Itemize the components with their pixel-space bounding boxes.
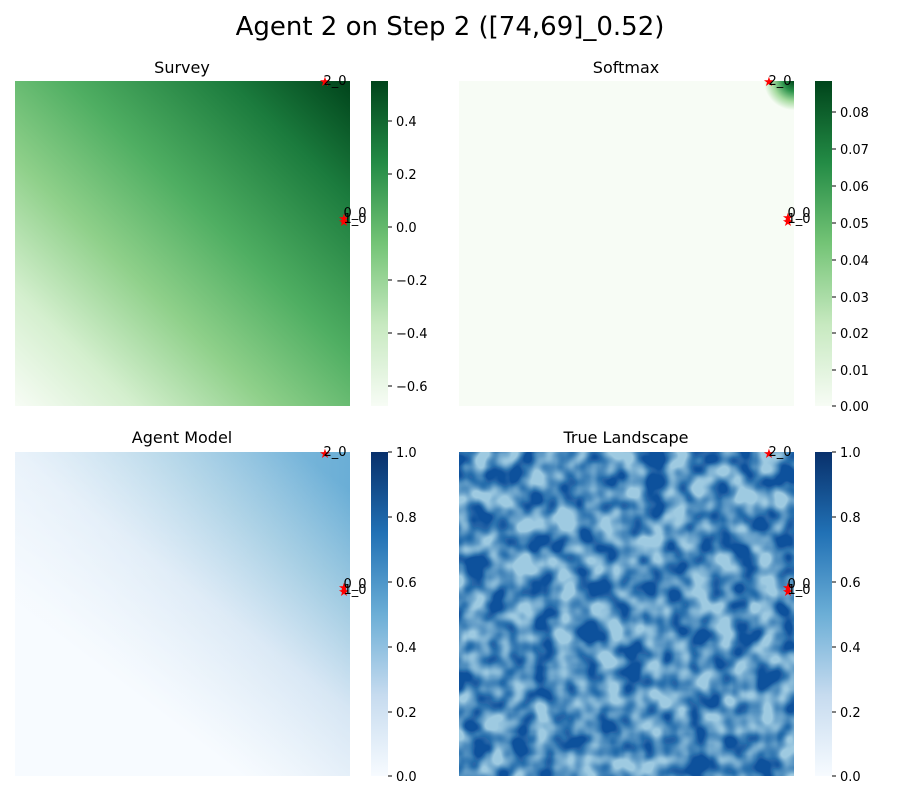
marker-label-1_0: 1_0 bbox=[343, 212, 366, 227]
tick-label: 0.00 bbox=[840, 400, 869, 415]
panel-title-survey: Survey bbox=[154, 58, 210, 77]
heatmap-softmax-hotspot bbox=[459, 81, 794, 406]
panel-true-landscape: True Landscape ★ 2_0 ★ 0_0 ★ 1_0 1.0 0.8… bbox=[459, 428, 861, 785]
tick-label: −0.6 bbox=[396, 380, 428, 395]
svg-text:★: ★ bbox=[763, 447, 775, 462]
tick-label: 0.0 bbox=[396, 770, 417, 785]
marker-2_0: ★ 2_0 bbox=[763, 445, 791, 462]
panel-softmax: Softmax ★ 2_0 ★ 0_0 ★ 1_0 0.08 0.07 0.06… bbox=[459, 58, 869, 415]
marker-1_0: ★ 1_0 bbox=[782, 583, 810, 600]
marker-label-0_0: 0_0 bbox=[343, 206, 366, 221]
marker-label-0_0: 0_0 bbox=[787, 206, 810, 221]
marker-1_0: ★ 1_0 bbox=[338, 583, 366, 600]
tick-label: 0.05 bbox=[840, 217, 869, 232]
colorbar-agent-model bbox=[371, 452, 388, 776]
svg-text:★: ★ bbox=[782, 585, 794, 600]
svg-text:★: ★ bbox=[338, 581, 350, 596]
heatmap-true-landscape bbox=[459, 452, 794, 776]
tick-label: 0.07 bbox=[840, 143, 869, 158]
tick-label: 0.0 bbox=[396, 221, 417, 236]
svg-text:★: ★ bbox=[338, 215, 350, 230]
svg-text:★: ★ bbox=[782, 211, 794, 226]
panel-survey: Survey ★ 2_0 ★ 0_0 ★ 1_0 0.4 0.2 0.0 −0.… bbox=[15, 58, 428, 406]
colorbar-ticks-survey: 0.4 0.2 0.0 −0.2 −0.4 −0.6 bbox=[388, 115, 428, 395]
svg-text:★: ★ bbox=[763, 75, 775, 90]
tick-label: −0.4 bbox=[396, 327, 428, 342]
tick-label: 0.04 bbox=[840, 254, 869, 269]
figure-title: Agent 2 on Step 2 ([74,69]_0.52) bbox=[235, 12, 665, 42]
panel-title-true-landscape: True Landscape bbox=[562, 428, 688, 447]
tick-label: 0.01 bbox=[840, 364, 869, 379]
tick-label: 1.0 bbox=[840, 446, 861, 461]
colorbar-ticks-agent-model: 1.0 0.8 0.6 0.4 0.2 0.0 bbox=[388, 446, 417, 785]
tick-label: 0.8 bbox=[396, 511, 417, 526]
svg-text:★: ★ bbox=[338, 585, 350, 600]
svg-text:★: ★ bbox=[319, 447, 331, 462]
svg-text:★: ★ bbox=[338, 212, 350, 227]
tick-label: 0.2 bbox=[396, 168, 417, 183]
colorbar-true-landscape bbox=[815, 452, 832, 776]
tick-label: 0.4 bbox=[396, 641, 417, 656]
panel-agent-model: Agent Model ★ 2_0 ★ 0_0 ★ 1_0 1.0 0.8 0.… bbox=[15, 428, 417, 785]
tick-label: 0.02 bbox=[840, 327, 869, 342]
tick-label: 0.08 bbox=[840, 106, 869, 121]
svg-text:★: ★ bbox=[319, 75, 331, 90]
colorbar-ticks-true-landscape: 1.0 0.8 0.6 0.4 0.2 0.0 bbox=[832, 446, 861, 785]
marker-label-2_0: 2_0 bbox=[768, 74, 791, 89]
marker-label-1_0: 1_0 bbox=[343, 583, 366, 598]
marker-2_0: ★ 2_0 bbox=[319, 74, 346, 90]
marker-0_0: ★ 0_0 bbox=[782, 577, 810, 596]
tick-label: 0.6 bbox=[396, 576, 417, 591]
tick-label: 0.03 bbox=[840, 291, 869, 306]
colorbar-softmax bbox=[815, 81, 832, 406]
tick-label: 0.06 bbox=[840, 180, 869, 195]
marker-label-1_0: 1_0 bbox=[787, 212, 810, 227]
svg-text:★: ★ bbox=[782, 581, 794, 596]
marker-0_0: ★ 0_0 bbox=[782, 206, 810, 226]
panel-title-softmax: Softmax bbox=[593, 58, 659, 77]
heatmap-agent-model-fade bbox=[15, 452, 350, 776]
tick-label: 0.4 bbox=[840, 641, 861, 656]
marker-label-2_0: 2_0 bbox=[323, 74, 346, 89]
marker-label-0_0: 0_0 bbox=[343, 577, 366, 592]
tick-label: 0.0 bbox=[840, 770, 861, 785]
marker-label-2_0: 2_0 bbox=[323, 445, 346, 460]
marker-label-0_0: 0_0 bbox=[787, 577, 810, 592]
svg-text:★: ★ bbox=[782, 215, 794, 230]
colorbar-ticks-softmax: 0.08 0.07 0.06 0.05 0.04 0.03 0.02 0.01 … bbox=[832, 106, 869, 415]
tick-label: 0.2 bbox=[840, 706, 861, 721]
marker-0_0: ★ 0_0 bbox=[338, 577, 366, 596]
heatmap-survey bbox=[15, 81, 350, 406]
marker-2_0: ★ 2_0 bbox=[319, 445, 346, 462]
tick-label: 0.6 bbox=[840, 576, 861, 591]
tick-label: −0.2 bbox=[396, 274, 428, 289]
marker-1_0: ★ 1_0 bbox=[338, 212, 366, 230]
tick-label: 0.2 bbox=[396, 706, 417, 721]
marker-label-1_0: 1_0 bbox=[787, 583, 810, 598]
marker-0_0: ★ 0_0 bbox=[338, 206, 366, 227]
tick-label: 0.8 bbox=[840, 511, 861, 526]
colorbar-survey bbox=[371, 81, 388, 406]
tick-label: 0.4 bbox=[396, 115, 417, 130]
marker-1_0: ★ 1_0 bbox=[782, 212, 810, 230]
marker-label-2_0: 2_0 bbox=[768, 445, 791, 460]
tick-label: 1.0 bbox=[396, 446, 417, 461]
marker-2_0: ★ 2_0 bbox=[763, 74, 791, 90]
panel-title-agent-model: Agent Model bbox=[132, 428, 232, 447]
